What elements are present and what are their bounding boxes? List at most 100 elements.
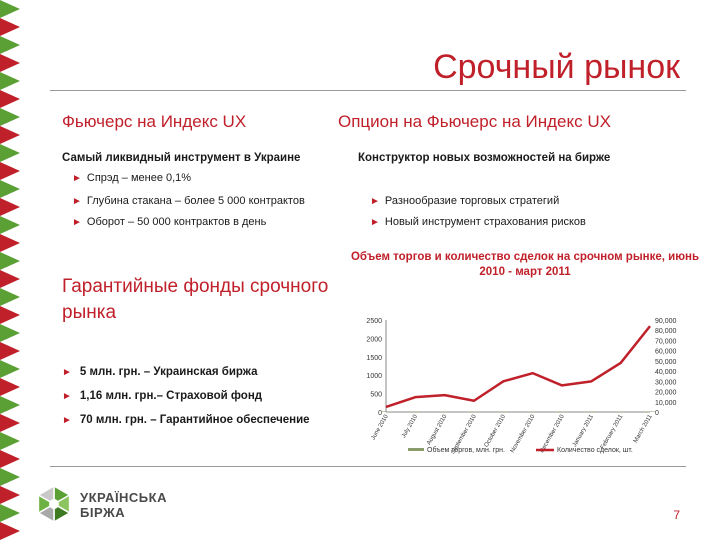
decorative-border-strip	[0, 0, 20, 540]
border-chevron	[0, 18, 20, 36]
volume-bar	[557, 411, 567, 412]
fund-bullet-insurance: ► 1,16 млн. грн.– Страховой фонд	[62, 390, 262, 402]
bullet-text: 1,16 млн. грн.– Страховой фонд	[79, 390, 263, 402]
border-chevron	[0, 36, 20, 54]
footer-divider	[50, 466, 686, 467]
volume-bar	[645, 411, 655, 412]
logo-center	[49, 499, 59, 509]
border-chevron	[0, 126, 20, 144]
bullet-arrow-icon: ►	[62, 391, 72, 402]
border-chevron	[0, 270, 20, 288]
border-chevron	[0, 378, 20, 396]
border-chevron	[0, 468, 20, 486]
x-tick-label: November 2010	[510, 413, 537, 454]
deals-count-line	[385, 325, 651, 409]
bullet-text: Новый инструмент страхования рисков	[384, 216, 586, 228]
bullet-arrow-icon: ►	[72, 196, 82, 207]
border-chevron	[0, 432, 20, 450]
futures-bullet-spread: ► Спрэд – менее 0,1%	[72, 172, 191, 184]
x-tick-label: March 2011	[633, 413, 654, 444]
volume-bar	[410, 411, 421, 412]
volume-bar	[498, 411, 509, 412]
fund-bullet-collateral: ► 70 млн. грн. – Гарантийное обеспечение	[62, 414, 310, 426]
y-tick-label-right: 40,000	[655, 369, 677, 376]
legend-swatch-volume	[408, 448, 424, 451]
border-chevron	[0, 54, 20, 72]
border-chevron	[0, 162, 20, 180]
bullet-text: Разнообразие торговых стратегий	[384, 195, 560, 207]
bullet-arrow-icon: ►	[370, 217, 380, 228]
border-chevron	[0, 450, 20, 468]
border-chevron	[0, 198, 20, 216]
futures-subtitle: Самый ликвидный инструмент в Украине	[62, 152, 301, 164]
fund-bullet-exchange: ► 5 млн. грн. – Украинская биржа	[62, 366, 257, 378]
border-chevron	[0, 216, 20, 234]
border-chevron	[0, 360, 20, 378]
bullet-text: Глубина стакана – более 5 000 контрактов	[86, 195, 305, 207]
futures-bullet-depth: ► Глубина стакана – более 5 000 контракто…	[72, 195, 305, 207]
border-chevron	[0, 414, 20, 432]
option-bullet-strategies: ► Разнообразие торговых стратегий	[370, 195, 559, 207]
logo-text: УКРАЇНСЬКА БІРЖА	[80, 490, 167, 520]
border-chevron	[0, 0, 20, 18]
trading-volume-chart: 0 500 1000 1500 2000 2500 0 10,000 20,000 30,000 4…	[366, 318, 677, 455]
border-chevron	[0, 90, 20, 108]
page-title: Срочный рынок	[433, 48, 680, 86]
y-tick-label-right: 60,000	[655, 349, 677, 356]
option-subtitle: Конструктор новых возможностей на бирже	[358, 152, 611, 164]
x-tick-label: October 2010	[484, 413, 508, 448]
border-chevron	[0, 234, 20, 252]
bullet-text: Спрэд – менее 0,1%	[86, 172, 192, 184]
y-tick-label-right: 0	[655, 410, 659, 417]
volume-bar	[439, 411, 450, 412]
bullet-arrow-icon: ►	[370, 196, 380, 207]
y-tick-label-right: 80,000	[655, 328, 677, 335]
x-tick-label: January 2011	[572, 413, 595, 448]
y-tick-label-right: 10,000	[655, 400, 677, 407]
x-tick-label: February 2011	[600, 413, 625, 450]
option-bullet-hedging: ► Новый инструмент страхования рисков	[370, 216, 586, 228]
border-chevron	[0, 342, 20, 360]
y-tick-label-left: 1000	[366, 373, 382, 380]
border-chevron	[0, 252, 20, 270]
option-heading: Опцион на Фьючерс на Индекс UX	[338, 112, 611, 131]
legend-label-volume: Объем торгов, млн. грн.	[427, 446, 505, 454]
border-chevron	[0, 288, 20, 306]
border-chevron	[0, 486, 20, 504]
bullet-text: 70 млн. грн. – Гарантийное обеспечение	[79, 414, 310, 426]
bullet-arrow-icon: ►	[62, 415, 72, 426]
border-chevron	[0, 396, 20, 414]
legend-label-deals: Количество сделок, шт.	[557, 447, 633, 454]
y-tick-label-left: 0	[378, 410, 382, 417]
border-chevron	[0, 108, 20, 126]
volume-bar	[615, 411, 626, 412]
bullet-arrow-icon: ►	[62, 367, 72, 378]
logo-segment	[36, 484, 55, 506]
funds-title: Гарантийные фонды срочного рынка	[62, 276, 329, 323]
border-chevron	[0, 324, 20, 342]
chart-title: Объем торгов и количество сделок на сроч…	[350, 251, 700, 278]
y-tick-label-right: 30,000	[655, 379, 677, 386]
volume-bar	[469, 411, 479, 412]
y-tick-label-right: 90,000	[655, 318, 677, 325]
y-tick-label-left: 1500	[366, 355, 382, 362]
y-tick-label-right: 50,000	[655, 359, 677, 366]
bullet-arrow-icon: ►	[72, 173, 82, 184]
border-chevron	[0, 306, 20, 324]
bullet-text: Оборот – 50 000 контрактов в день	[86, 216, 267, 228]
bullet-text: 5 млн. грн. – Украинская биржа	[79, 366, 258, 378]
volume-bar	[586, 411, 597, 412]
x-tick-label: June 2010	[371, 413, 391, 441]
y-tick-label-left: 500	[370, 392, 382, 399]
futures-bullet-turnover: ► Оборот – 50 000 контрактов в день	[72, 216, 266, 228]
title-divider	[50, 90, 686, 91]
exchange-logo-icon	[36, 484, 72, 524]
volume-bar	[527, 411, 538, 412]
border-chevron	[0, 522, 20, 540]
y-tick-label-right: 70,000	[655, 338, 677, 345]
y-tick-label-right: 20,000	[655, 390, 677, 397]
y-tick-label-left: 2000	[366, 336, 382, 343]
y-tick-label-left: 2500	[366, 318, 382, 325]
bullet-arrow-icon: ►	[72, 217, 82, 228]
border-chevron	[0, 144, 20, 162]
